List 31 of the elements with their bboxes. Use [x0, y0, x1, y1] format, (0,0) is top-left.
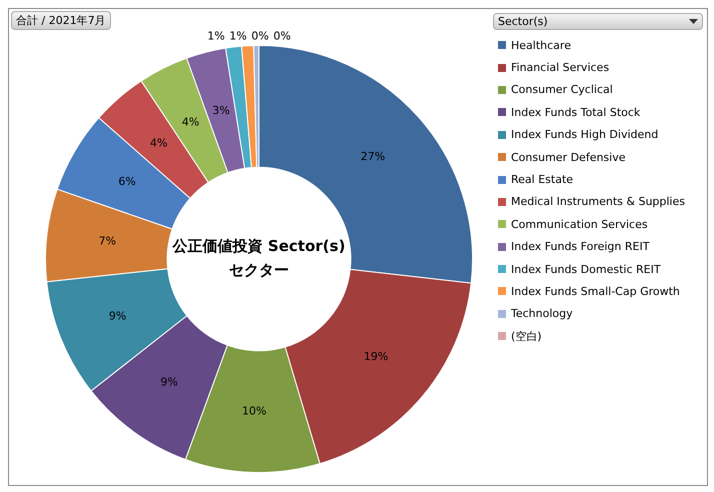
legend-label: Communication Services	[511, 218, 648, 231]
data-label: 10%	[242, 404, 266, 418]
data-label: 9%	[108, 309, 126, 322]
data-label: 4%	[150, 136, 168, 150]
text: 0%	[273, 29, 291, 42]
legend-label: (空白)	[511, 328, 542, 344]
legend-label: Consumer Cyclical	[511, 83, 613, 96]
legend-label: Index Funds Foreign REIT	[511, 240, 650, 254]
data-label: 3%	[212, 104, 230, 118]
data-label: 1%	[229, 29, 247, 42]
data-label: 6%	[118, 174, 136, 188]
text: 合計 / 2021年7月	[11, 11, 111, 30]
legend-label: Healthcare	[511, 38, 571, 52]
legend-label: Index Funds Domestic REIT	[511, 262, 661, 276]
legend-label: Technology	[511, 307, 573, 320]
legend-label: Index Funds Total Stock	[511, 106, 640, 119]
text: 公正価値投資 Sector(s) セクター	[172, 236, 346, 279]
legend-label: Consumer Defensive	[511, 150, 626, 164]
data-label: 0%	[251, 29, 269, 42]
legend-label: Index Funds High Dividend	[511, 128, 658, 142]
data-label: 7%	[98, 234, 116, 248]
data-label: 19%	[364, 350, 388, 363]
data-label: 9%	[160, 375, 178, 388]
data-label: 27%	[360, 150, 386, 164]
legend-label: Medical Instruments & Supplies	[511, 195, 685, 208]
data-label: 4%	[182, 115, 200, 128]
legend-label: Real Estate	[511, 173, 574, 186]
data-label: 1%	[207, 29, 225, 42]
legend-title: Sector(s)	[498, 15, 548, 28]
legend-label: Index Funds Small-Cap Growth	[511, 284, 680, 298]
legend-label: Financial Services	[511, 61, 610, 74]
